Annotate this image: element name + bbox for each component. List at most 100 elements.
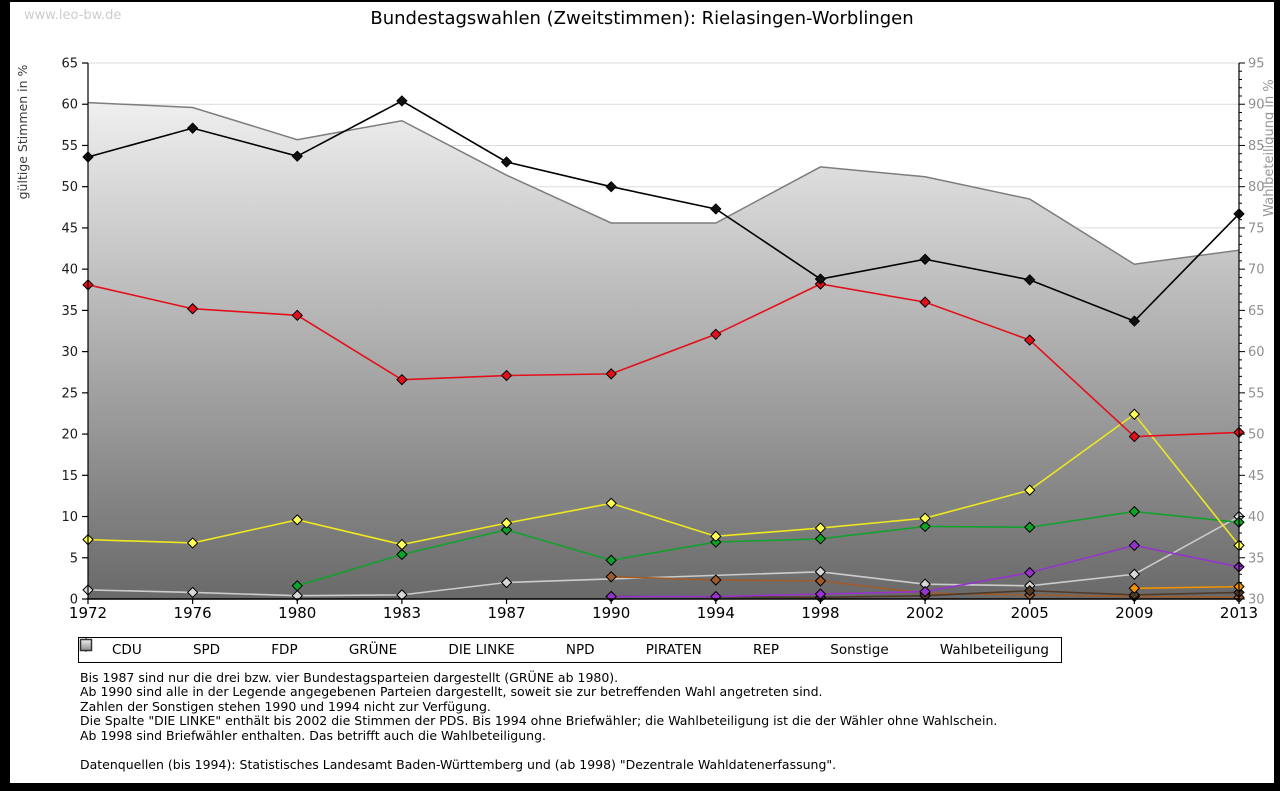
legend-label: FDP [271,642,298,658]
legend-label: Wahlbeteiligung [939,642,1049,658]
svg-text:70: 70 [1248,263,1265,278]
svg-text:1990: 1990 [592,604,630,622]
data-point-GRÜNE [605,554,617,566]
data-point-FDP [605,497,617,510]
svg-text:1987: 1987 [487,604,525,622]
data-point-SPD [1128,430,1141,443]
svg-text:2005: 2005 [1011,604,1049,622]
legend-label: DIE LINKE [448,642,515,658]
data-point-GRÜNE [396,548,408,561]
svg-text:80: 80 [1248,180,1265,195]
data-point-DIE LINKE [919,585,931,598]
series-line-Sonstige [87,515,1240,597]
svg-text:55: 55 [61,139,78,154]
footnote-line: Ab 1998 sind Briefwähler enthalten. Das … [80,727,546,743]
svg-text:2013: 2013 [1220,604,1258,622]
data-point-GRÜNE [500,524,513,536]
series-line-FDP [87,413,1240,546]
data-point-CDU [396,95,408,107]
data-point-GRÜNE [291,580,303,592]
data-point-GRÜNE [1024,521,1036,533]
data-point-DIE LINKE [1024,566,1036,579]
data-point-GRÜNE [919,520,931,533]
data-point-FDP [1024,484,1036,496]
wahlbeteiligung-line [87,101,1240,265]
data-point-GRÜNE [710,536,722,548]
svg-text:40: 40 [1248,510,1265,525]
svg-text:2002: 2002 [906,604,944,622]
svg-text:60: 60 [1248,345,1265,360]
data-point-SPD [500,369,513,382]
data-point-REP [605,571,617,583]
area-swatch-icon [79,638,933,657]
diamond-marker-icon [80,638,639,657]
legend-item-die-linke: DIE LINKE [80,638,515,658]
left-axis-label: gültige Stimmen in % [15,64,30,199]
data-point-DIE LINKE [1128,539,1141,552]
data-point-CDU [1128,315,1141,327]
legend-label: CDU [112,642,142,658]
svg-text:5: 5 [70,551,78,566]
data-point-SPD [291,309,303,322]
svg-text:30: 30 [61,345,78,360]
legend-label: NPD [565,642,595,658]
data-point-FDP [186,537,199,549]
svg-text:60: 60 [61,98,78,113]
svg-text:50: 50 [61,180,78,195]
svg-text:1976: 1976 [174,604,212,622]
svg-text:40: 40 [61,263,78,278]
svg-text:45: 45 [61,221,78,236]
svg-text:1998: 1998 [801,604,839,622]
data-point-GRÜNE [1128,505,1141,518]
series-line-CDU [87,100,1240,323]
data-point-CDU [919,253,931,265]
svg-text:35: 35 [1248,551,1265,566]
svg-text:1994: 1994 [697,604,735,622]
diamond-marker-icon [80,638,441,657]
legend-item-piraten: PIRATEN [80,638,702,658]
legend-label: Sonstige [830,642,889,658]
data-point-CDU [291,150,303,162]
legend-label: GRÜNE [348,642,398,658]
data-point-SPD [396,373,408,386]
diamond-marker-icon [80,638,746,657]
svg-text:95: 95 [1248,57,1265,72]
svg-text:1983: 1983 [383,604,421,622]
legend-label: SPD [192,642,221,658]
svg-text:55: 55 [1248,386,1265,401]
footnote-line: Die Spalte "DIE LINKE" enthält bis 2002 … [80,713,998,729]
footnote-line: Bis 1987 sind nur die drei bzw. vier Bun… [80,670,619,685]
right-axis-label: Wahlbeteiligung in % [1262,79,1277,216]
data-point-CDU [1024,274,1036,286]
diamond-marker-icon [80,638,186,657]
data-point-PIRATEN [1128,582,1141,594]
watermark: www.leo-bw.de [24,8,122,23]
svg-text:0: 0 [70,593,78,608]
data-point-SPD [1024,334,1036,346]
svg-text:30: 30 [1248,593,1265,608]
svg-text:25: 25 [61,386,78,401]
svg-text:35: 35 [61,304,78,319]
data-point-REP [814,575,827,587]
data-point-Sonstige [1128,568,1141,580]
svg-text:65: 65 [1248,304,1265,319]
legend-item-sonstige: Sonstige [80,638,889,658]
data-point-FDP [814,522,827,534]
legend-item-rep: REP [80,638,779,658]
legend-item-spd: SPD [80,638,221,658]
data-point-FDP [1128,408,1141,420]
svg-text:45: 45 [1248,469,1265,484]
data-point-SPD [710,328,722,341]
diamond-marker-icon [80,638,342,657]
chart-svg: 0 5 10 15 20 25 30 35 40 45 50 55 60 65 30 35 40 45 50 55 60… [15,57,1277,623]
wahlbeteiligung-area [88,102,1239,599]
legend-item-wahlbeteiligung: Wahlbeteiligung [79,638,1049,658]
svg-text:2009: 2009 [1115,604,1153,622]
diamond-marker-icon [80,638,105,657]
diamond-marker-icon [80,638,264,657]
data-point-REP [710,574,722,586]
data-source-note: Datenquellen (bis 1994): Statistisches L… [80,757,837,773]
data-point-FDP [500,517,513,529]
data-point-Sonstige [186,586,199,599]
